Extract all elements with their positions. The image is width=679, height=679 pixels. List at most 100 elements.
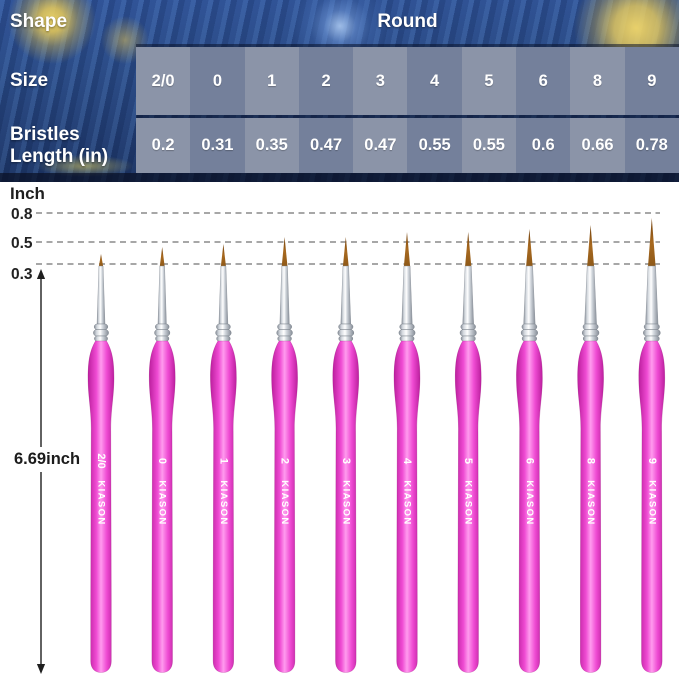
ruler-mark-label: 0.5 <box>11 235 36 253</box>
ferrule-crimp-ring <box>581 329 600 337</box>
ferrule-crimp-ring <box>582 323 599 330</box>
ferrule-crimp-ring <box>337 329 355 337</box>
ferrule-crimp-ring <box>93 329 109 337</box>
size-cell: 3 <box>353 47 408 115</box>
size-cell: 2/0 <box>136 47 191 115</box>
ferrule-crimp-ring <box>93 323 109 330</box>
ferrule-crimp-ring <box>643 329 661 337</box>
bristle-length-values: 0.2 0.31 0.35 0.47 0.47 0.55 0.55 0.6 0.66 0.78 <box>136 118 679 173</box>
handle <box>148 340 176 673</box>
ferrule-crimp-ring <box>520 329 538 337</box>
handle-brand-label: KIASON <box>463 480 474 525</box>
brush-size-6: 6 KIASON <box>516 229 543 673</box>
bristles <box>648 218 656 266</box>
brush-size-2: 2 KIASON <box>271 237 298 673</box>
handle-brand-label: KIASON <box>157 480 168 525</box>
size-cell: 0 <box>190 47 245 115</box>
handle-size-label: 3 <box>340 458 352 464</box>
row-separator <box>136 44 679 47</box>
ferrule-crimp-ring <box>338 323 354 330</box>
total-length-label: 6.69inch <box>12 447 83 472</box>
brush-size-2/0: 2/0 KIASON <box>87 254 115 673</box>
bristle-length-cell: 0.55 <box>461 118 517 173</box>
handle <box>271 340 298 673</box>
ferrule-crimp-ring <box>338 335 354 342</box>
inch-unit-label: Inch <box>10 184 45 203</box>
ferrule-crimp-ring <box>643 323 660 330</box>
ferrule-crimp-ring <box>460 335 476 342</box>
bristle-length-cell: 0.47 <box>353 118 408 173</box>
handle-size-label: 2/0 <box>95 453 107 468</box>
bristles <box>587 225 595 266</box>
handle-size-label: 5 <box>462 458 474 464</box>
handle-brand-label: KIASON <box>279 480 290 525</box>
handle-brand-label: KIASON <box>524 480 535 525</box>
handle <box>87 340 115 673</box>
ferrule-cone <box>218 265 229 325</box>
ferrule-crimp-ring <box>276 329 293 337</box>
handle <box>638 340 666 673</box>
handle-size-label: 2 <box>279 458 291 464</box>
ferrule-cone <box>340 265 352 325</box>
ferrule-cone <box>401 265 413 325</box>
bristles <box>403 232 411 266</box>
brush-size-5: 5 KIASON <box>454 232 482 673</box>
ferrule-cone <box>584 265 597 325</box>
handle-size-label: 0 <box>156 458 168 464</box>
bristle-length-cell: 0.78 <box>624 118 679 173</box>
ferrule-cone <box>645 265 659 325</box>
ferrule-crimp-ring <box>154 329 171 337</box>
handle-size-label: 6 <box>523 458 535 464</box>
brush-size-1: 1 KIASON <box>210 244 237 673</box>
ferrule-crimp-ring <box>399 335 415 342</box>
handle <box>332 340 360 673</box>
ferrule-crimp-ring <box>644 335 660 342</box>
arrow-up-head <box>36 269 46 279</box>
size-cell: 8 <box>570 47 625 115</box>
ferrule-crimp-ring <box>521 335 537 342</box>
ferrule-cone <box>462 265 474 325</box>
ferrule-crimp-ring <box>216 335 231 342</box>
arrow-down-head <box>36 664 46 674</box>
ferrule-crimp-ring <box>216 323 231 330</box>
size-cell: 1 <box>244 47 299 115</box>
size-values: 2/0 0 1 2 3 4 5 6 8 9 <box>136 47 679 115</box>
handle-brand-label: KIASON <box>402 480 413 525</box>
spec-table: Shape Round Size 2/0 0 1 2 3 4 5 6 8 9 Bristles L… <box>0 0 679 182</box>
row-separator <box>136 115 679 118</box>
bristle-length-cell: 0.6 <box>516 118 571 173</box>
bristles <box>281 237 288 266</box>
bristles <box>342 237 349 266</box>
ferrule-crimp-ring <box>94 335 108 342</box>
shape-row: Shape Round <box>0 0 679 44</box>
ferrule-crimp-ring <box>277 323 292 330</box>
brush-size-8: 8 KIASON <box>577 225 604 673</box>
handle-brand-label: KIASON <box>218 480 229 525</box>
bristles <box>526 229 533 266</box>
shape-row-label: Shape <box>10 11 68 33</box>
handle-size-label: 1 <box>217 458 229 464</box>
size-cell: 5 <box>461 47 517 115</box>
ruler-mark-label: 0.8 <box>11 206 36 224</box>
ferrule-cone <box>96 265 106 325</box>
bristles-row: Bristles Length (in) 0.2 0.31 0.35 0.47 0.47… <box>0 118 679 173</box>
size-cell: 6 <box>516 47 571 115</box>
ferrule-cone <box>157 265 167 325</box>
brush-size-0: 0 KIASON <box>148 247 176 673</box>
bristle-length-cell: 0.66 <box>570 118 625 173</box>
bristle-length-cell: 0.55 <box>407 118 462 173</box>
handle-size-label: 8 <box>585 458 597 464</box>
ferrule-cone <box>279 265 290 325</box>
handle-brand-label: KIASON <box>646 480 657 525</box>
handle <box>577 340 604 673</box>
ferrule-crimp-ring <box>460 323 476 330</box>
bristles-label-line1: Bristles <box>10 123 80 145</box>
bristles-row-label: Bristles Length (in) <box>10 118 108 173</box>
ruler-mark-label: 0.3 <box>11 266 36 284</box>
size-cell: 4 <box>407 47 462 115</box>
bristle-length-cell: 0.47 <box>298 118 354 173</box>
shape-value: Round <box>377 11 438 32</box>
ferrule-crimp-ring <box>155 335 170 342</box>
bristles <box>159 247 165 266</box>
